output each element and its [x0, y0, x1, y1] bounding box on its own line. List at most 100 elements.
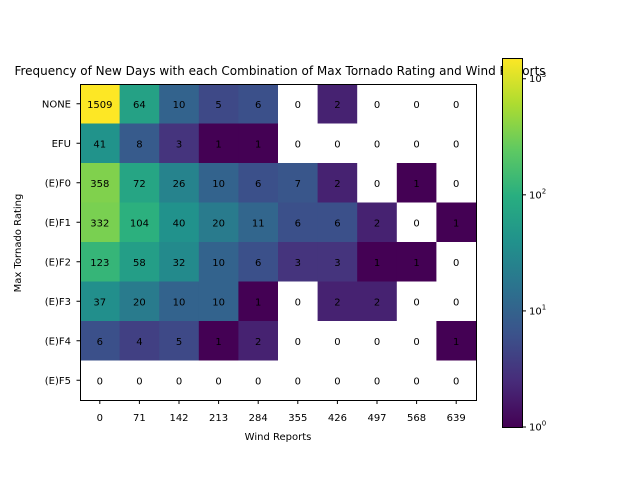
- x-tick-label: 71: [133, 413, 146, 424]
- heatmap-cell: [357, 281, 398, 322]
- cell-value-label: 0: [413, 139, 419, 150]
- heatmap-cell: [357, 242, 398, 282]
- heatmap-cell: [317, 242, 358, 282]
- heatmap-cell: [317, 321, 358, 361]
- heatmap-cell: [159, 163, 200, 203]
- chart-title: Frequency of New Days with each Combinat…: [14, 64, 545, 78]
- cell-value-label: 0: [334, 376, 340, 387]
- heatmap-cell: [119, 242, 160, 282]
- cell-value-label: 26: [173, 179, 186, 190]
- heatmap-cell: [198, 242, 239, 282]
- heatmap-cell: [238, 84, 279, 124]
- cell-value-label: 0: [374, 139, 380, 150]
- plot-frame: [80, 84, 477, 401]
- cell-value-label: 1: [374, 258, 380, 269]
- heatmap-cell: [238, 242, 279, 282]
- heatmap-cell: [396, 321, 437, 361]
- heatmap-cell: [80, 163, 120, 203]
- cell-value-label: 5: [215, 100, 221, 111]
- cell-value-label: 0: [334, 139, 340, 150]
- cell-value-label: 1: [413, 258, 419, 269]
- cell-value-label: 2: [334, 297, 340, 308]
- cell-value-label: 2: [334, 100, 340, 111]
- heatmap-cell: [119, 321, 160, 361]
- cell-value-label: 104: [130, 218, 149, 229]
- heatmap-cell: [119, 202, 160, 243]
- cell-value-label: 358: [90, 179, 109, 190]
- cell-value-label: 0: [215, 376, 221, 387]
- heatmap-cell: [317, 281, 358, 322]
- cell-value-label: 0: [413, 376, 419, 387]
- heatmap-cell: [396, 242, 437, 282]
- heatmap-cell: [238, 321, 279, 361]
- cell-value-label: 3: [334, 258, 340, 269]
- cell-value-label: 0: [453, 179, 459, 190]
- cell-value-label: 10: [173, 100, 186, 111]
- heatmap-cell: [396, 281, 437, 322]
- cell-value-label: 2: [334, 179, 340, 190]
- cell-value-label: 0: [255, 376, 261, 387]
- cell-value-label: 0: [413, 337, 419, 348]
- heatmap-cell: [80, 242, 120, 282]
- cell-value-label: 1509: [87, 100, 112, 111]
- cell-value-label: 0: [453, 376, 459, 387]
- cell-value-label: 20: [133, 297, 146, 308]
- heatmap-cell: [357, 202, 398, 243]
- y-tick-label: (E)F5: [45, 376, 71, 387]
- cell-value-label: 332: [90, 218, 109, 229]
- heatmap-cell: [238, 202, 279, 243]
- cell-value-label: 0: [295, 297, 301, 308]
- heatmap-cell: [80, 281, 120, 322]
- cell-value-label: 5: [176, 337, 182, 348]
- heatmap-cell: [119, 163, 160, 203]
- colorbar: 100 101 102 103: [502, 58, 546, 434]
- heatmap-cell: [278, 321, 318, 361]
- heatmap-cell: [119, 281, 160, 322]
- y-tick-label: (E)F0: [45, 178, 71, 189]
- x-tick-label: 639: [447, 413, 466, 424]
- heatmap-cell: [159, 84, 200, 124]
- cell-value-label: 64: [133, 100, 146, 111]
- heatmap-cell: [238, 163, 279, 203]
- heatmap-cell: [198, 281, 239, 322]
- heatmap-cell: [278, 84, 318, 124]
- heatmap-cell: [80, 321, 120, 361]
- cell-value-label: 72: [133, 179, 146, 190]
- heatmap-cell: [278, 163, 318, 203]
- cell-value-label: 0: [374, 337, 380, 348]
- cell-value-label: 1: [255, 139, 261, 150]
- cell-value-label: 0: [413, 297, 419, 308]
- heatmap-cell: [317, 163, 358, 203]
- heatmap-cell: [436, 202, 477, 243]
- heatmap-cell: [357, 163, 398, 203]
- cell-value-label: 6: [255, 100, 261, 111]
- heatmap-cell: [278, 123, 318, 164]
- heatmap-cell: [80, 84, 120, 124]
- cell-value-label: 6: [334, 218, 340, 229]
- heatmap-cell: [396, 360, 437, 401]
- cell-value-label: 7: [295, 179, 301, 190]
- cell-value-label: 0: [453, 258, 459, 269]
- heatmap-cell: [436, 321, 477, 361]
- cell-value-label: 1: [453, 337, 459, 348]
- cell-value-label: 123: [90, 258, 109, 269]
- cell-value-label: 10: [173, 297, 186, 308]
- heatmap-cell: [278, 242, 318, 282]
- heatmap-cell: [278, 202, 318, 243]
- x-tick-label: 284: [249, 413, 268, 424]
- cell-value-label: 41: [93, 139, 106, 150]
- cell-value-label: 10: [212, 179, 225, 190]
- cell-value-label: 2: [374, 218, 380, 229]
- heatmap-cell: [80, 123, 120, 164]
- x-tick-label: 426: [328, 413, 347, 424]
- heatmap-cell: [198, 123, 239, 164]
- y-tick-label: NONE: [42, 99, 71, 110]
- cell-value-label: 11: [252, 218, 265, 229]
- heatmap-cell: [396, 123, 437, 164]
- cell-value-label: 8: [136, 139, 142, 150]
- cell-value-label: 0: [453, 139, 459, 150]
- cell-value-label: 3: [295, 258, 301, 269]
- cell-value-label: 1: [215, 139, 221, 150]
- heatmap-cell: [317, 202, 358, 243]
- heatmap-cell: [317, 123, 358, 164]
